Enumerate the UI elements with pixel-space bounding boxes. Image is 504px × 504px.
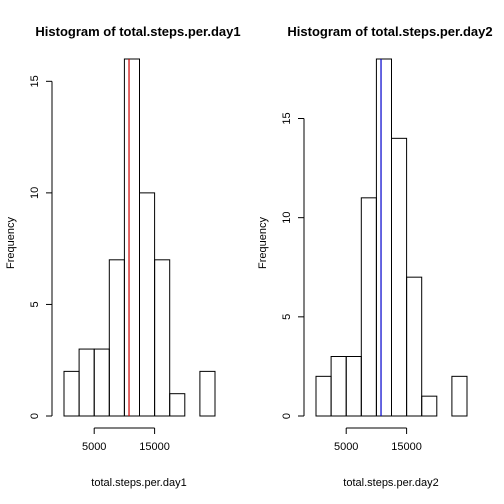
histogram-bar (169, 393, 186, 417)
chart-title: Histogram of total.steps.per.day1 (35, 24, 240, 39)
x-tick-label: 5000 (334, 441, 358, 453)
y-tick-label: 15 (29, 75, 41, 87)
y-axis: 0 5 10 15 (29, 75, 53, 419)
x-tick-label: 15000 (139, 441, 170, 453)
histogram-panel-day1: Histogram of total.steps.per.day1 total.… (5, 24, 241, 489)
histogram-bar (375, 58, 392, 417)
histogram-bar (63, 370, 80, 417)
y-tick-label: 15 (281, 112, 293, 124)
histogram-bar (330, 356, 347, 417)
histogram-bar (360, 197, 377, 417)
y-axis: 0 5 10 15 (281, 112, 305, 419)
x-axis-label: total.steps.per.day2 (343, 477, 438, 489)
y-axis-label: Frequency (257, 217, 269, 269)
x-tick-label: 15000 (391, 441, 422, 453)
y-tick-label: 5 (281, 314, 293, 320)
x-tick-label: 5000 (82, 441, 106, 453)
y-tick-label: 10 (281, 212, 293, 224)
histogram-bars (63, 58, 216, 417)
y-tick-label: 0 (29, 413, 41, 419)
x-axis-label: total.steps.per.day1 (91, 477, 186, 489)
y-tick-label: 0 (281, 413, 293, 419)
histogram-bar (451, 375, 468, 417)
histogram-bar (139, 192, 156, 417)
histogram-bar (154, 259, 171, 417)
histogram-bar (315, 375, 332, 417)
y-tick-label: 10 (29, 187, 41, 199)
histogram-bar (199, 370, 216, 417)
histogram-bar (108, 259, 125, 417)
histogram-bar (123, 58, 141, 417)
y-tick-label: 5 (29, 301, 41, 307)
histogram-bar (345, 356, 362, 417)
histogram-bar (78, 348, 95, 417)
x-axis: 5000 15000 (334, 427, 422, 453)
histogram-bar (421, 395, 438, 417)
chart-title: Histogram of total.steps.per.day2 (287, 24, 492, 39)
histogram-bars (315, 58, 468, 417)
x-axis: 5000 15000 (82, 427, 170, 453)
y-axis-label: Frequency (5, 217, 17, 269)
histogram-bar (391, 137, 408, 417)
histogram-bar (406, 276, 423, 417)
histogram-panel-day2: Histogram of total.steps.per.day2 total.… (257, 24, 493, 489)
histogram-bar (93, 348, 110, 417)
